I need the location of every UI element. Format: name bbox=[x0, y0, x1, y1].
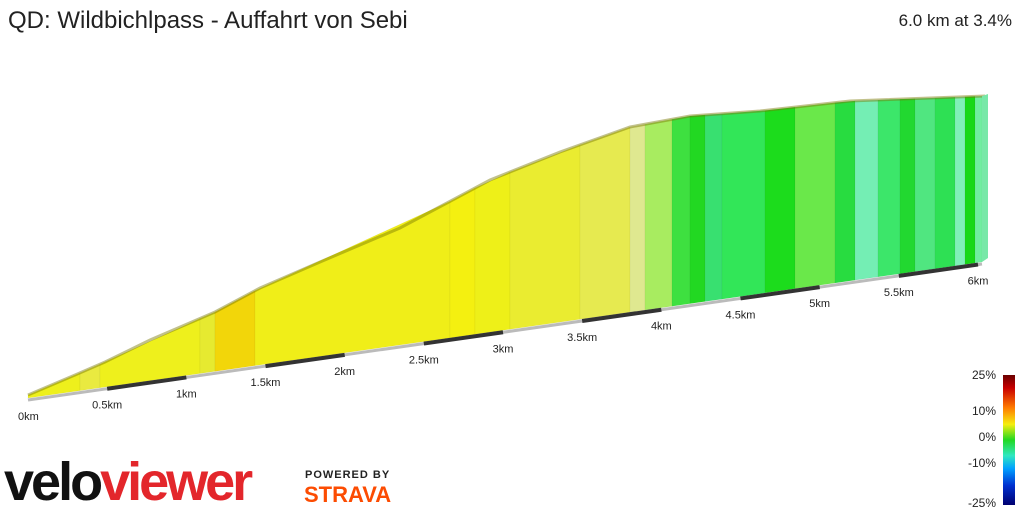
profile-strip bbox=[764, 106, 796, 294]
profile-strip bbox=[474, 171, 511, 335]
profile-strip bbox=[644, 118, 673, 311]
distance-label: 0.5km bbox=[92, 400, 122, 412]
distance-labels: 0km 0.5km 1km 1.5km 2km 2.5km 3km 3.5km 4km 4.5km… bbox=[18, 276, 988, 423]
profile-base bbox=[27, 262, 983, 402]
gradient-legend bbox=[1003, 375, 1015, 505]
distance-label: 5km bbox=[809, 298, 830, 310]
profile-strip bbox=[974, 95, 983, 264]
profile-strip bbox=[579, 126, 631, 320]
profile-strip bbox=[254, 200, 451, 366]
distance-label: 0km bbox=[18, 411, 39, 423]
distance-label: 3.5km bbox=[567, 332, 597, 344]
profile-strip bbox=[854, 99, 879, 281]
distance-label: 2.5km bbox=[409, 355, 439, 367]
logo-viewer: viewer bbox=[100, 452, 253, 512]
km-segment bbox=[581, 307, 662, 323]
strava: STRAVA bbox=[304, 482, 391, 507]
km-segment bbox=[423, 330, 504, 346]
elevation-profile bbox=[27, 94, 988, 402]
profile-strip bbox=[629, 123, 646, 313]
distance-label: 1.5km bbox=[251, 377, 281, 389]
legend-label: 10% bbox=[972, 404, 996, 418]
profile-strip bbox=[794, 102, 836, 290]
distance-label: 5.5km bbox=[884, 287, 914, 299]
distance-label: 1km bbox=[176, 388, 197, 400]
summary: 6.0 km at 3.4% bbox=[899, 11, 1012, 30]
km-segment bbox=[106, 375, 187, 391]
distance-label: 4km bbox=[651, 321, 672, 333]
title: QD: Wildbichlpass - Auffahrt von Sebi bbox=[8, 7, 408, 34]
profile-side bbox=[982, 94, 988, 262]
km-segment bbox=[740, 285, 820, 301]
distance-label: 6km bbox=[968, 276, 989, 288]
profile-strip bbox=[964, 96, 976, 265]
profile-strip bbox=[199, 311, 216, 374]
legend-label: -10% bbox=[968, 456, 996, 470]
profile-strip bbox=[704, 113, 723, 302]
logo: veloviewer bbox=[4, 452, 253, 512]
profile-strip bbox=[934, 96, 956, 270]
profile-strip bbox=[954, 96, 966, 267]
profile-strip bbox=[671, 115, 691, 307]
profile-strip bbox=[721, 110, 766, 300]
km-segment bbox=[898, 262, 979, 278]
distance-label: 2km bbox=[334, 366, 355, 378]
distance-label: 3km bbox=[493, 343, 514, 355]
profile-top bbox=[27, 94, 986, 397]
profile-strip bbox=[449, 187, 476, 339]
profile-strip bbox=[834, 100, 856, 284]
profile-strip bbox=[877, 98, 901, 278]
legend-label: -25% bbox=[968, 496, 996, 510]
legend-label: 0% bbox=[979, 430, 997, 444]
profile-strip bbox=[509, 144, 581, 330]
powered-by: POWERED BY bbox=[305, 469, 390, 481]
logo-velo: velo bbox=[4, 452, 101, 512]
legend-labels: 25% 10% 0% -10% -25% bbox=[968, 368, 996, 510]
profile-strip bbox=[914, 97, 936, 272]
profile-strip bbox=[689, 114, 706, 304]
profile-strip bbox=[899, 98, 916, 275]
distance-label: 4.5km bbox=[726, 309, 756, 321]
km-segment bbox=[265, 352, 345, 369]
legend-label: 25% bbox=[972, 368, 996, 382]
